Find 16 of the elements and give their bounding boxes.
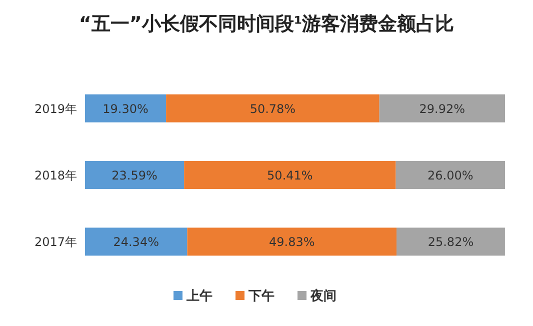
data-label: 50.78%	[250, 102, 296, 116]
data-label: 24.34%	[113, 235, 159, 250]
data-label: 49.83%	[268, 235, 315, 250]
data-label: 25.82%	[428, 235, 474, 250]
data-label: 26.00%	[428, 168, 474, 182]
data-label: 19.30%	[102, 102, 148, 116]
legend-label: 上午	[186, 289, 212, 304]
y-tick-label: 2018年	[34, 168, 77, 182]
data-label: 29.92%	[419, 102, 466, 116]
legend-label: 夜间	[310, 288, 336, 304]
y-tick-label: 2019年	[34, 102, 77, 116]
legend-label: 下午	[248, 289, 274, 304]
data-label: 23.59%	[112, 168, 158, 182]
y-tick-label: 2017年	[34, 235, 77, 250]
chart-title: “五一”小长假不同时间段¹游客消费金额占比	[78, 13, 454, 35]
data-label: 50.41%	[267, 168, 313, 182]
